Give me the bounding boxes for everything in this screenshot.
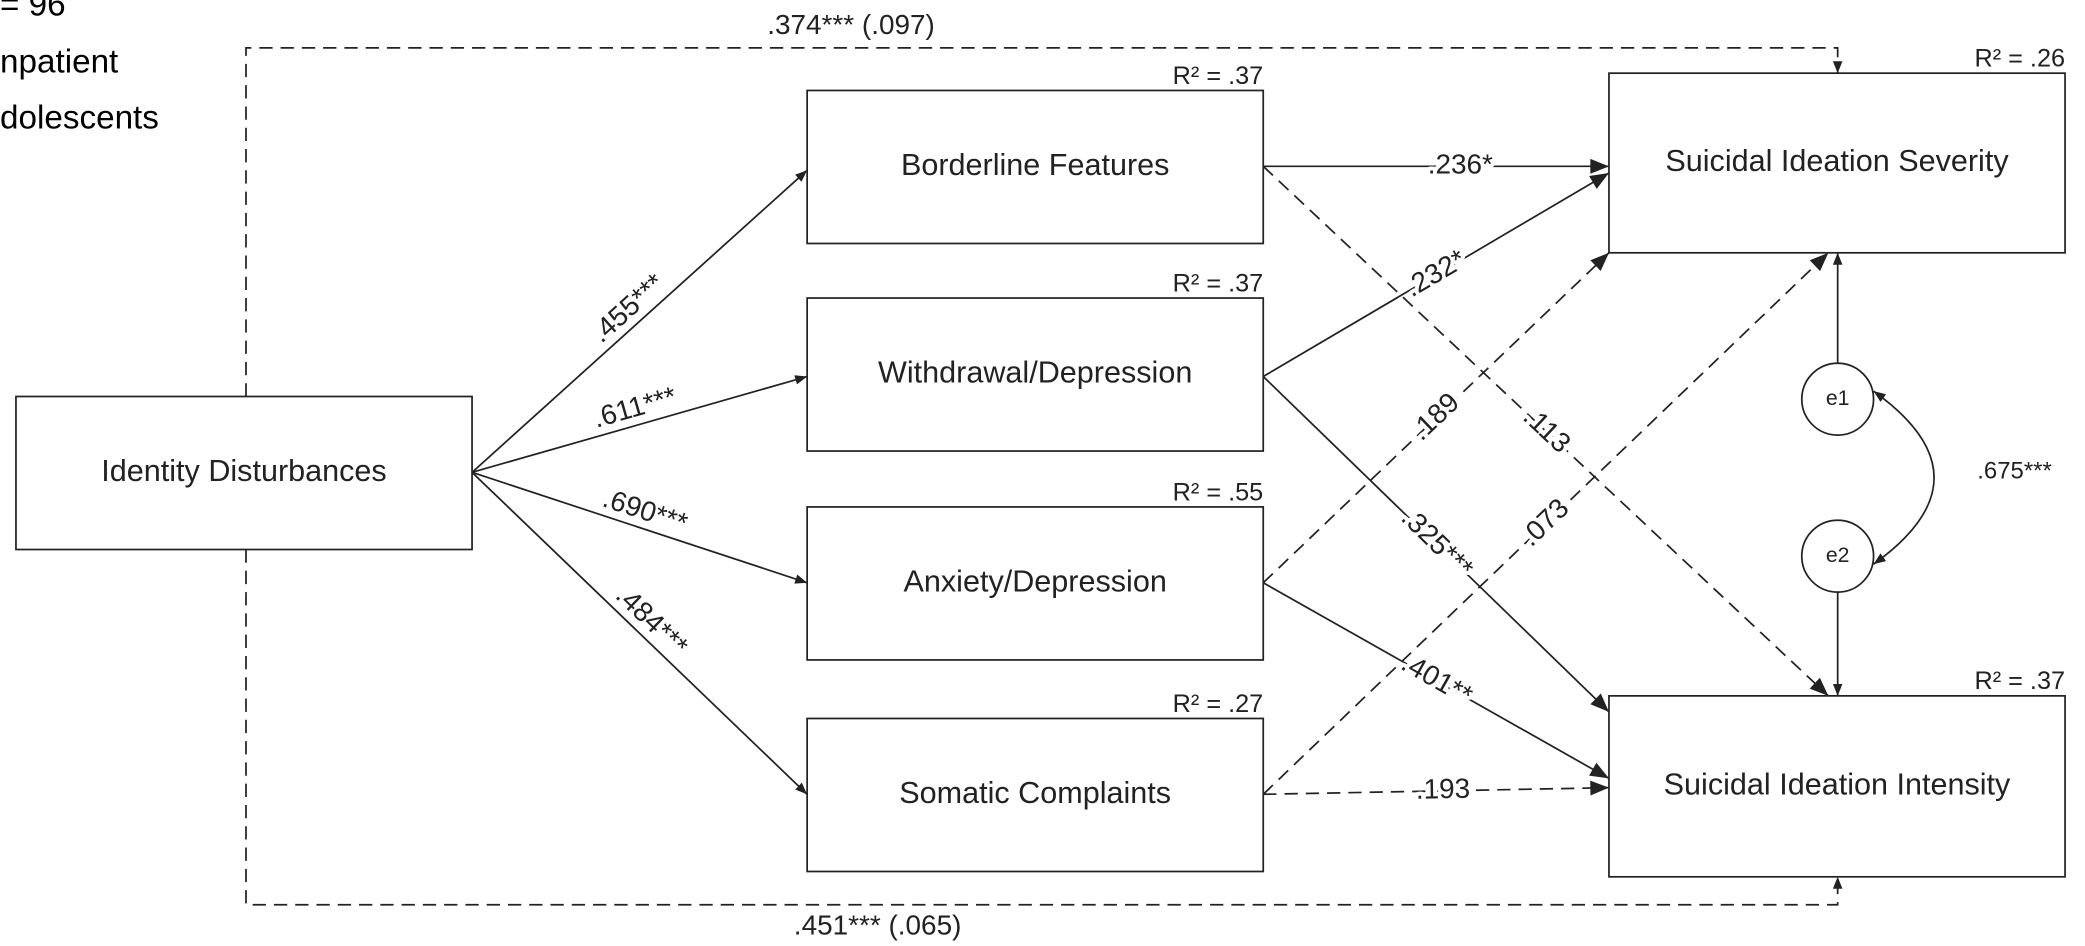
error-term (1800, 362, 1875, 436)
variable-label: Suicidal Ideation Severity (1665, 144, 2009, 178)
variable-box (806, 717, 1265, 873)
path-coefficient: .325*** (1396, 501, 1480, 584)
path-coefficient: .189 (1404, 386, 1465, 446)
variable-box (1608, 72, 2066, 254)
covariance-label: .675*** (1977, 458, 2052, 485)
r-squared: R² = .37 (1173, 62, 1264, 90)
variable-label: Borderline Features (901, 148, 1169, 182)
path-arrow (1262, 375, 1610, 713)
variable-box (1608, 694, 2066, 878)
error-label: e2 (1826, 543, 1850, 567)
error-term (1800, 519, 1875, 593)
path-coefficient: .374*** (.097) (767, 9, 935, 40)
path-arrow (1262, 252, 1610, 584)
error-label: e1 (1826, 386, 1850, 410)
path-coefficient: .113 (1518, 400, 1577, 458)
note-line: npatient (0, 44, 118, 81)
path-arrow (1262, 172, 1610, 378)
note-line: dolescents (0, 100, 159, 137)
direct-path (245, 47, 1843, 397)
path-coefficient: .232* (1399, 243, 1471, 303)
r-squared: R² = .37 (1173, 269, 1264, 297)
nodes: Identity Disturbances Borderline Features… (15, 45, 2066, 878)
variable-label: Suicidal Ideation Intensity (1664, 767, 2011, 801)
variable-box (806, 89, 1265, 245)
r-squared: R² = .27 (1173, 690, 1264, 718)
variable-box (806, 297, 1265, 452)
path-coefficient: .455*** (585, 267, 670, 348)
path-arrow (471, 471, 808, 795)
covariance-arrow (1873, 390, 1935, 565)
variable-label: Anxiety/Depression (903, 565, 1166, 599)
path-coefficient: .401** (1396, 646, 1478, 711)
r-squared: R² = .37 (1975, 667, 2066, 695)
path-arrow (471, 375, 808, 474)
path-arrow (1262, 165, 1829, 697)
edges (245, 47, 1935, 906)
path-coefficient: .236* (1428, 149, 1493, 180)
direct-path (245, 549, 1843, 906)
r-squared: R² = .55 (1173, 478, 1264, 506)
path-coefficient: .484*** (610, 579, 694, 662)
path-arrow (471, 169, 808, 473)
path-arrow (1263, 780, 1609, 796)
path-coefficient: .193 (1416, 773, 1471, 805)
path-arrow (1262, 252, 1829, 795)
variable-box (15, 395, 473, 551)
path-arrow (471, 471, 808, 584)
r-squared: R² = .26 (1975, 45, 2066, 73)
path-coefficient: .073 (1514, 492, 1575, 552)
path-arrow (1262, 582, 1610, 780)
variable-box (806, 506, 1265, 661)
variable-label: Withdrawal/Depression (878, 356, 1192, 390)
path-coefficient: .451*** (.065) (794, 910, 962, 941)
note-line: = 96 (0, 0, 66, 23)
variable-label: Somatic Complaints (899, 776, 1171, 810)
variable-label: Identity Disturbances (101, 454, 386, 488)
